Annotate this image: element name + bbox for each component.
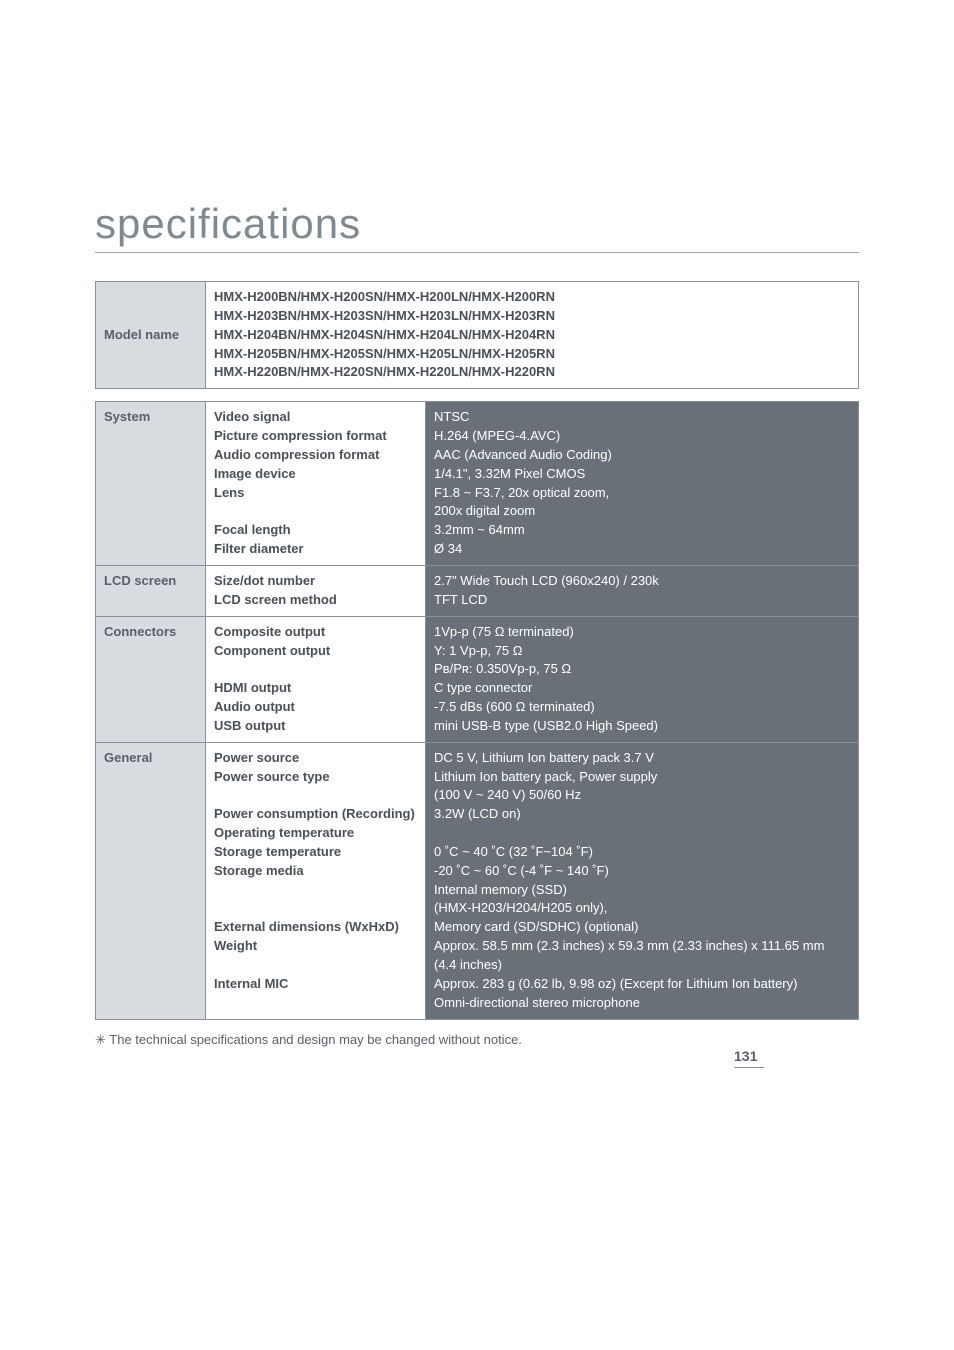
footnote-text: ✳ The technical specifications and desig… [95,1032,859,1048]
page-number-value: 131 [734,1048,757,1064]
section-header-system: System [96,402,206,566]
section-labels: Composite output Component output HDMI o… [206,616,426,742]
section-values: 1Vp-p (75 Ω terminated) Y: 1 Vp-p, 75 Ω … [426,616,859,742]
section-header-lcd: LCD screen [96,565,206,616]
model-table: Model name HMX-H200BN/HMX-H200SN/HMX-H20… [95,281,859,389]
section-header-connectors: Connectors [96,616,206,742]
section-labels: Video signal Picture compression format … [206,402,426,566]
section-header-general: General [96,742,206,1019]
section-values: 2.7" Wide Touch LCD (960x240) / 230k TFT… [426,565,859,616]
model-row: Model name HMX-H200BN/HMX-H200SN/HMX-H20… [96,282,859,389]
page-title: specifications [95,200,859,253]
section-values: DC 5 V, Lithium Ion battery pack 3.7 V L… [426,742,859,1019]
section-labels: Size/dot number LCD screen method [206,565,426,616]
page-container: specifications Model name HMX-H200BN/HMX… [95,200,859,1048]
section-labels: Power source Power source type Power con… [206,742,426,1019]
table-row: General Power source Power source type P… [96,742,859,1019]
spec-table: System Video signal Picture compression … [95,401,859,1019]
page-number-underline [734,1067,764,1068]
model-header-cell: Model name [96,282,206,389]
section-values: NTSC H.264 (MPEG-4.AVC) AAC (Advanced Au… [426,402,859,566]
page-number: 131 [734,1048,764,1068]
table-row: Connectors Composite output Component ou… [96,616,859,742]
table-row: System Video signal Picture compression … [96,402,859,566]
model-value-cell: HMX-H200BN/HMX-H200SN/HMX-H200LN/HMX-H20… [206,282,859,389]
table-row: LCD screen Size/dot number LCD screen me… [96,565,859,616]
